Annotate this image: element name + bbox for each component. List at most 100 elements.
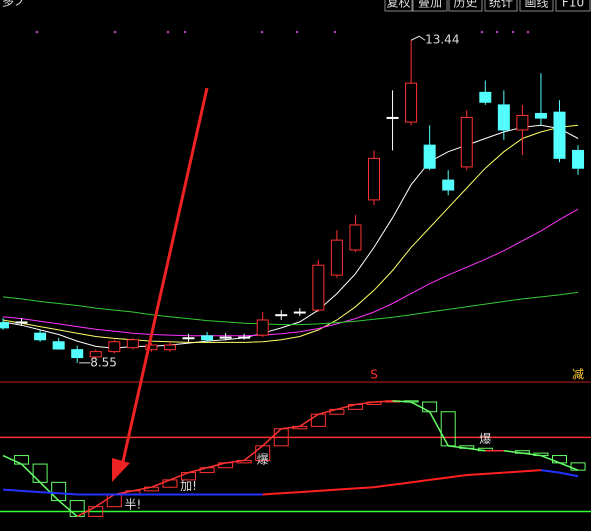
candle-body bbox=[312, 264, 325, 311]
candle-body bbox=[386, 116, 399, 119]
toolbar-button[interactable]: 叠加 bbox=[412, 0, 448, 12]
candle-body bbox=[89, 351, 102, 358]
signal-label: S bbox=[370, 368, 378, 382]
candle-body bbox=[553, 111, 566, 159]
candle-body bbox=[256, 319, 269, 336]
toolbar-button[interactable]: 画线 bbox=[519, 0, 554, 12]
signal-line bbox=[392, 481, 412, 486]
signal-line bbox=[540, 469, 560, 474]
indicator-line bbox=[76, 506, 97, 518]
signal-line bbox=[503, 470, 523, 474]
indicator-annotation: 爆 bbox=[479, 432, 491, 446]
candle-body bbox=[52, 341, 65, 350]
indicator-line bbox=[169, 471, 189, 481]
button-label: F10 bbox=[562, 0, 584, 10]
candle-body bbox=[108, 341, 121, 353]
indicator-line bbox=[39, 481, 60, 502]
signal-line bbox=[559, 471, 579, 478]
indicator-line bbox=[281, 425, 300, 430]
button-label: 叠加 bbox=[418, 0, 442, 10]
signal-label: 减 bbox=[572, 368, 584, 382]
indicator-line bbox=[262, 428, 282, 447]
signal-line bbox=[2, 488, 22, 492]
candle-body bbox=[126, 339, 139, 349]
signal-line bbox=[262, 492, 282, 496]
high-label: 13.44 bbox=[425, 33, 459, 47]
indicator-line bbox=[299, 413, 319, 427]
ma-line bbox=[2, 291, 579, 326]
indicator-line bbox=[188, 467, 208, 474]
top-markers bbox=[35, 30, 530, 34]
indicator-line bbox=[466, 447, 486, 452]
toolbar: 复权 叠加 历史 统计 画线 F10 bbox=[384, 0, 591, 12]
stock-title: 多ノ bbox=[2, 0, 26, 9]
signal-line bbox=[522, 469, 542, 473]
indicator-line bbox=[540, 454, 560, 464]
indicator-line bbox=[95, 493, 115, 508]
button-frame bbox=[384, 0, 413, 12]
candle-body bbox=[275, 314, 288, 317]
candle-body bbox=[145, 344, 158, 351]
toolbar-button[interactable]: 历史 bbox=[448, 0, 483, 12]
indicator-line bbox=[132, 486, 152, 492]
signal-line bbox=[58, 492, 78, 496]
button-frame bbox=[448, 0, 483, 12]
candle-body bbox=[423, 144, 436, 169]
button-frame bbox=[412, 0, 448, 12]
signal-line bbox=[281, 491, 300, 495]
indicator-line bbox=[392, 400, 412, 403]
signal-line bbox=[40, 491, 59, 495]
candle-body bbox=[34, 332, 47, 341]
candle-body bbox=[516, 114, 529, 131]
indicator-line bbox=[522, 452, 542, 457]
indicator-line bbox=[318, 408, 338, 415]
candle-body bbox=[405, 82, 418, 123]
low-label: 8.55 bbox=[90, 355, 117, 369]
indicator-line bbox=[243, 445, 264, 462]
toolbar-button[interactable]: 复权 bbox=[384, 0, 413, 12]
button-label: 复权 bbox=[386, 0, 410, 10]
candle-body bbox=[460, 116, 473, 168]
high-leader bbox=[410, 35, 426, 41]
indicator-line bbox=[151, 479, 171, 488]
candle-body bbox=[15, 321, 28, 324]
signal-line bbox=[318, 488, 337, 492]
candle-body bbox=[219, 336, 232, 339]
candle-body bbox=[182, 337, 195, 340]
signal-line bbox=[336, 487, 356, 491]
candle-body bbox=[238, 336, 251, 339]
button-frame bbox=[555, 0, 591, 12]
candle-body bbox=[349, 224, 362, 251]
candle-body bbox=[572, 149, 585, 169]
candle-body bbox=[442, 179, 455, 191]
candle-body bbox=[534, 112, 547, 119]
toolbar-button[interactable]: 统计 bbox=[484, 0, 518, 12]
candle-body bbox=[71, 349, 84, 359]
arrow-shaft bbox=[120, 87, 209, 467]
indicator-line bbox=[58, 500, 78, 517]
indicator-line bbox=[448, 445, 467, 450]
ma-line bbox=[2, 208, 579, 337]
signal-line bbox=[429, 476, 449, 481]
button-frame bbox=[519, 0, 554, 12]
candle-body bbox=[368, 157, 380, 201]
signal-line bbox=[299, 489, 319, 494]
indicator-line bbox=[503, 449, 523, 454]
button-label: 画线 bbox=[524, 0, 548, 10]
indicator-line bbox=[355, 401, 375, 406]
candle-body bbox=[201, 335, 214, 341]
arrow-head bbox=[112, 458, 130, 482]
candle-body bbox=[479, 91, 492, 103]
indicator-line bbox=[410, 401, 430, 413]
indicator-annotation: 加! bbox=[180, 479, 197, 493]
button-label: 历史 bbox=[453, 0, 477, 10]
indicator-line bbox=[21, 463, 41, 483]
candle-body bbox=[163, 344, 176, 351]
signal-line bbox=[21, 489, 41, 494]
signal-line bbox=[355, 486, 375, 490]
indicator-line bbox=[336, 403, 356, 411]
ma-line bbox=[2, 124, 579, 343]
indicator-line bbox=[373, 400, 393, 403]
toolbar-button[interactable]: F10 bbox=[555, 0, 591, 12]
